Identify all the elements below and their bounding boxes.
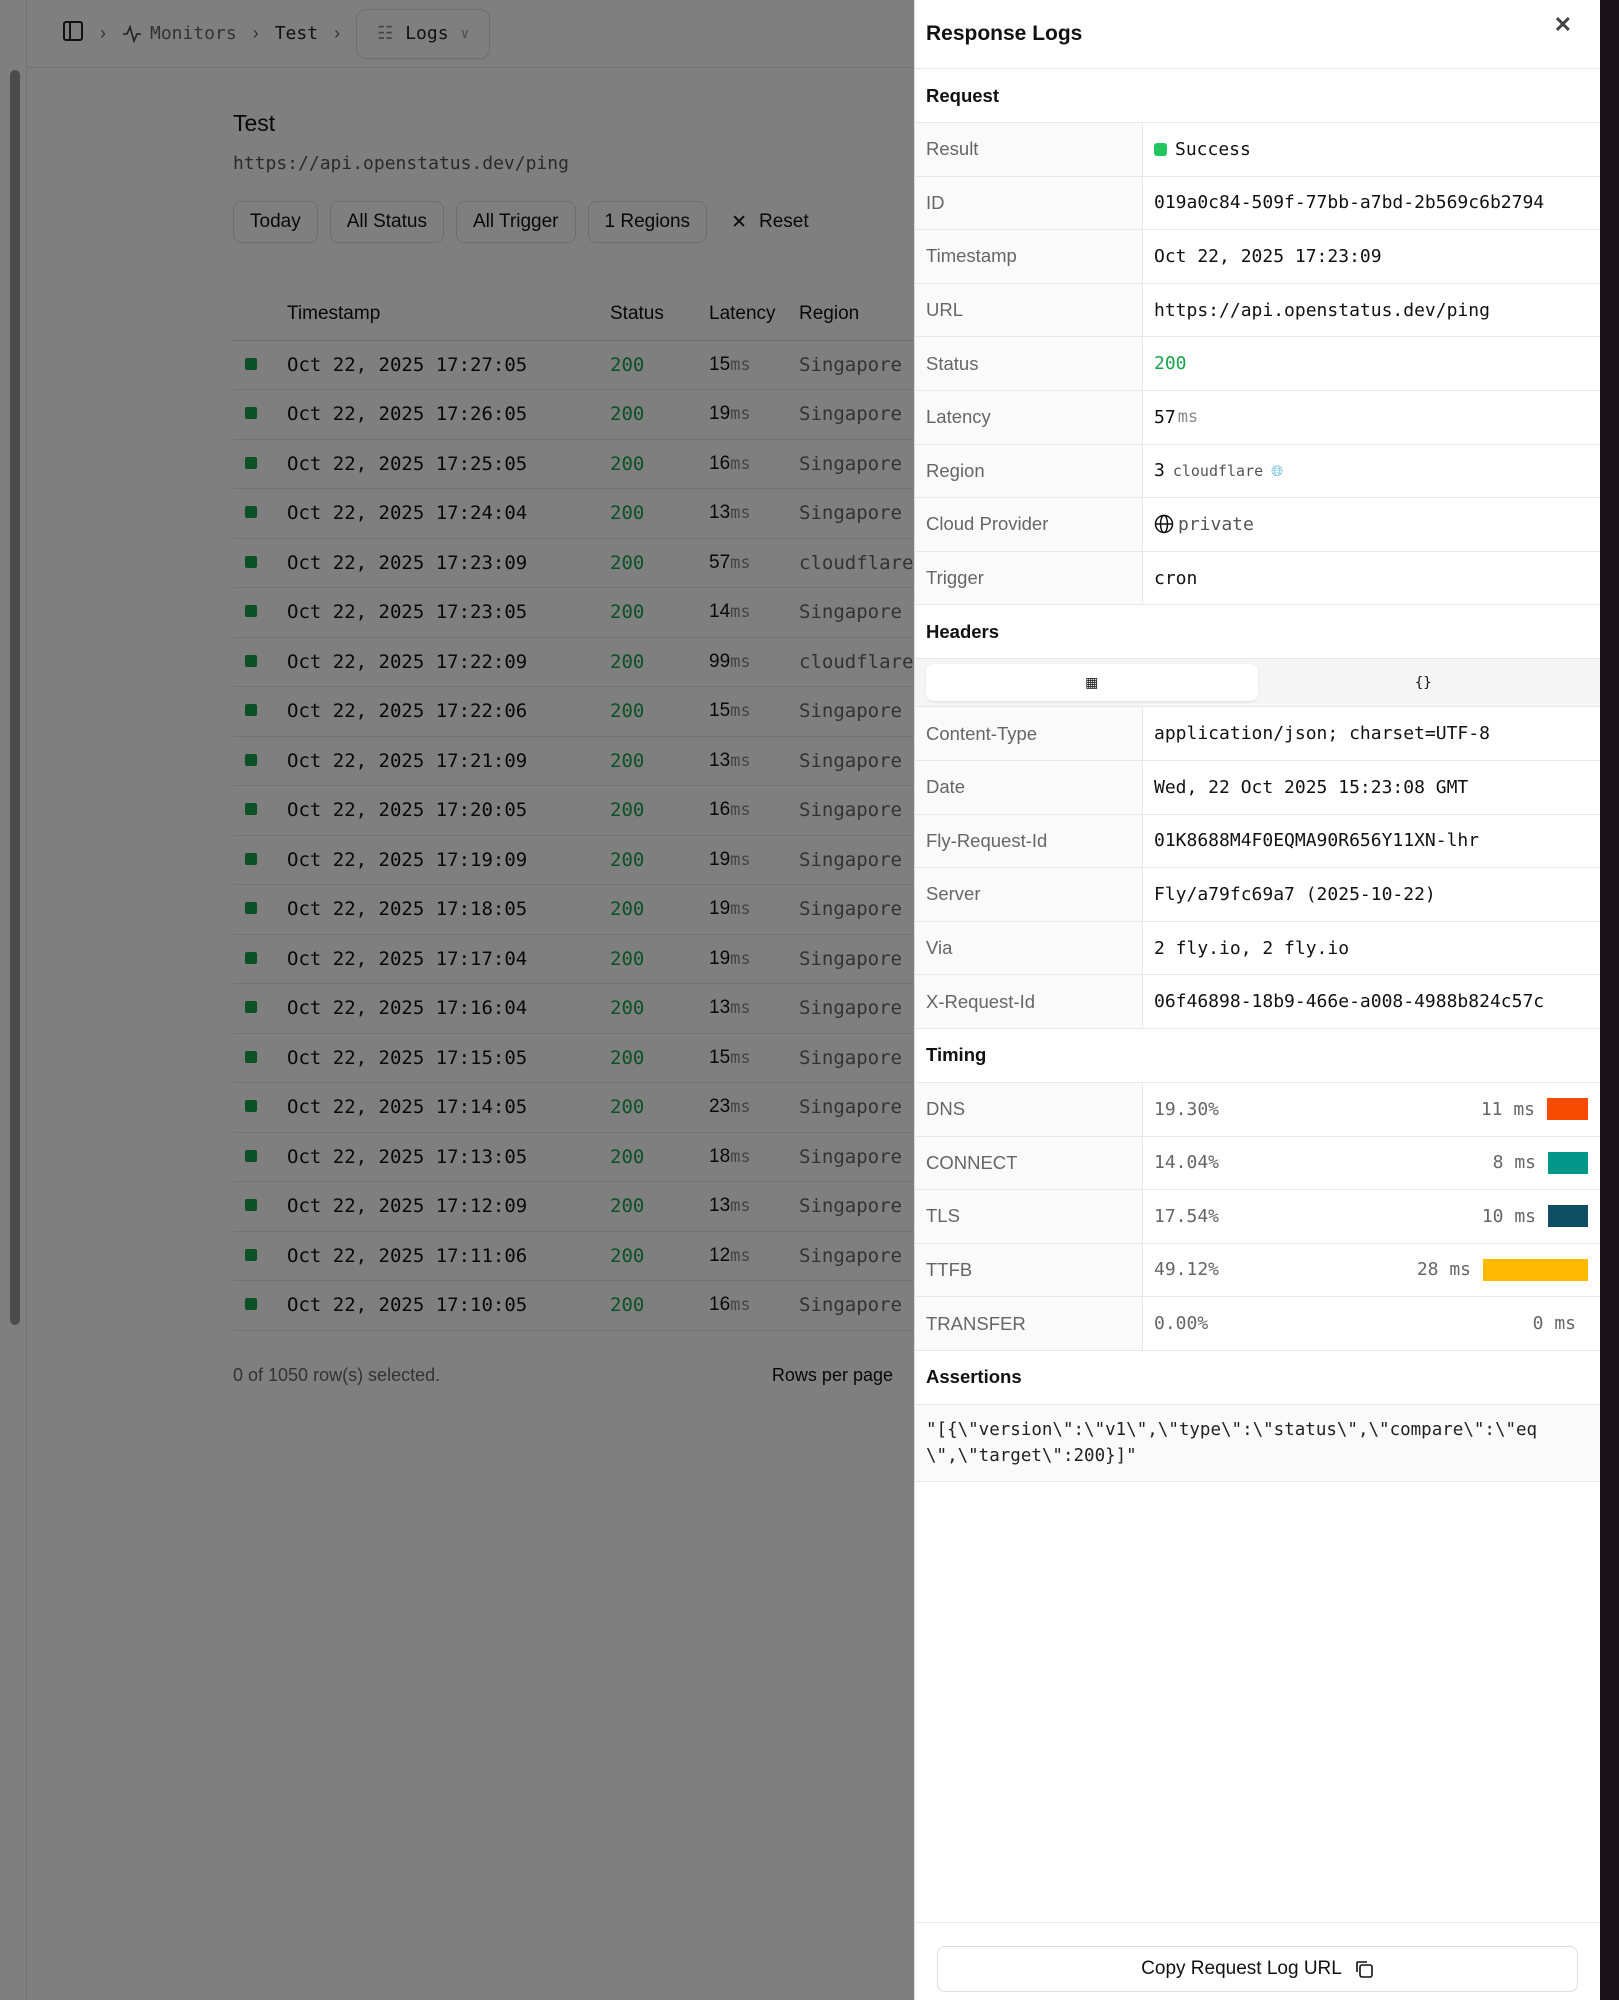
assertions-code: "[{\"version\":\"v1\",\"type\":\"status\…	[915, 1404, 1600, 1482]
timing-bar	[1548, 1205, 1588, 1228]
timing-phase: TLS	[915, 1190, 1143, 1243]
header-row: Via 2 fly.io, 2 fly.io	[915, 921, 1600, 976]
timing-percent: 49.12%	[1154, 1259, 1220, 1281]
timing-phase: TTFB	[915, 1243, 1143, 1297]
window-edge	[1600, 0, 1619, 2000]
cloud-value: private	[1178, 513, 1254, 535]
detail-row-cloud-provider: Cloud Provider private	[915, 498, 1600, 552]
header-value: 01K8688M4F0EQMA90R656Y11XN-lhr	[1154, 830, 1480, 852]
header-key: X-Request-Id	[915, 975, 1143, 1028]
detail-row-timestamp: Timestamp Oct 22, 2025 17:23:09	[915, 230, 1600, 284]
timing-percent: 17.54%	[1154, 1205, 1220, 1227]
header-row: X-Request-Id 06f46898-18b9-466e-a008-4988…	[915, 975, 1600, 1029]
timing-bar	[1547, 1098, 1588, 1121]
timing-phase: DNS	[915, 1082, 1143, 1136]
header-value: application/json; charset=UTF-8	[1154, 723, 1490, 745]
tab-json-view[interactable]: {}	[1258, 664, 1590, 701]
headers-section-title: Headers	[915, 605, 1600, 660]
detail-row-id: ID 019a0c84-509f-77bb-a7bd-2b569c6b2794	[915, 176, 1600, 231]
detail-row-latency: Latency 57 ms	[915, 390, 1600, 445]
timing-ms: 0 ms	[1532, 1313, 1576, 1335]
header-key: Fly-Request-Id	[915, 814, 1143, 868]
result-value: Success	[1175, 138, 1251, 160]
status-value: 200	[1154, 353, 1187, 375]
copy-label: Copy Request Log URL	[1141, 1958, 1342, 1979]
latency-unit: ms	[1177, 407, 1199, 428]
timing-ms: 10 ms	[1481, 1205, 1536, 1227]
timing-ms: 11 ms	[1480, 1098, 1535, 1120]
table-icon: ▦	[1085, 674, 1099, 691]
url-value: https://api.openstatus.dev/ping	[1154, 299, 1490, 321]
timing-row: CONNECT 14.04% 8 ms	[915, 1136, 1600, 1191]
region-provider: cloudflare	[1172, 461, 1264, 480]
success-status-icon	[1154, 142, 1167, 156]
copy-request-log-url-button[interactable]: Copy Request Log URL	[937, 1946, 1578, 1992]
detail-row-trigger: Trigger cron	[915, 551, 1600, 606]
trigger-value: cron	[1154, 567, 1198, 589]
headers-view-tabs: ▦ {}	[915, 659, 1600, 708]
timing-row: DNS 19.30% 11 ms	[915, 1082, 1600, 1137]
timing-percent: 14.04%	[1154, 1152, 1220, 1174]
response-logs-sheet: Response Logs ✕ Request Result Success ID 0…	[914, 0, 1600, 2000]
timing-percent: 19.30%	[1154, 1098, 1220, 1120]
timing-bar	[1483, 1258, 1588, 1281]
globe-icon	[1154, 515, 1174, 534]
region-code: 3	[1154, 460, 1165, 482]
header-key: Date	[915, 760, 1143, 814]
header-row: Date Wed, 22 Oct 2025 15:23:08 GMT	[915, 760, 1600, 815]
id-value: 019a0c84-509f-77bb-a7bd-2b569c6b2794	[1154, 192, 1545, 214]
sheet-title: Response Logs	[926, 22, 1083, 45]
close-icon[interactable]: ✕	[1553, 12, 1572, 37]
globe-icon: 🌐︎	[1271, 461, 1284, 480]
timing-ms: 28 ms	[1416, 1259, 1471, 1281]
latency-value: 57	[1154, 406, 1176, 428]
detail-row-region: Region 3 cloudflare 🌐︎	[915, 444, 1600, 499]
header-row: Content-Type application/json; charset=UT…	[915, 707, 1600, 761]
header-value: 2 fly.io, 2 fly.io	[1154, 937, 1350, 959]
header-key: Server	[915, 868, 1143, 921]
header-key: Content-Type	[915, 707, 1143, 760]
timing-phase: CONNECT	[915, 1136, 1143, 1190]
request-section-title: Request	[915, 69, 1600, 123]
header-value: Fly/a79fc69a7 (2025-10-22)	[1154, 883, 1436, 905]
assertions-section-title: Assertions	[915, 1351, 1600, 1405]
detail-row-url: URL https://api.openstatus.dev/ping	[915, 283, 1600, 338]
header-key: Via	[915, 921, 1143, 975]
header-row: Fly-Request-Id 01K8688M4F0EQMA90R656Y11XN…	[915, 814, 1600, 869]
detail-row-status: Status 200	[915, 337, 1600, 391]
timing-bar	[1548, 1151, 1588, 1174]
timestamp-value: Oct 22, 2025 17:23:09	[1154, 245, 1382, 267]
header-value: 06f46898-18b9-466e-a008-4988b824c57c	[1154, 991, 1545, 1013]
timing-percent: 0.00%	[1154, 1313, 1209, 1335]
header-value: Wed, 22 Oct 2025 15:23:08 GMT	[1154, 776, 1469, 798]
timing-phase: TRANSFER	[915, 1297, 1143, 1350]
tab-table-view[interactable]: ▦	[926, 664, 1258, 702]
copy-icon	[1356, 1961, 1373, 1978]
timing-row: TTFB 49.12% 28 ms	[915, 1243, 1600, 1298]
timing-row: TRANSFER 0.00% 0 ms	[915, 1297, 1600, 1351]
timing-ms: 8 ms	[1492, 1152, 1536, 1174]
timing-section-title: Timing	[915, 1029, 1600, 1083]
header-row: Server Fly/a79fc69a7 (2025-10-22)	[915, 868, 1600, 922]
timing-row: TLS 17.54% 10 ms	[915, 1190, 1600, 1244]
braces-icon: {}	[1414, 674, 1432, 691]
detail-row-result: Result Success	[915, 123, 1600, 177]
